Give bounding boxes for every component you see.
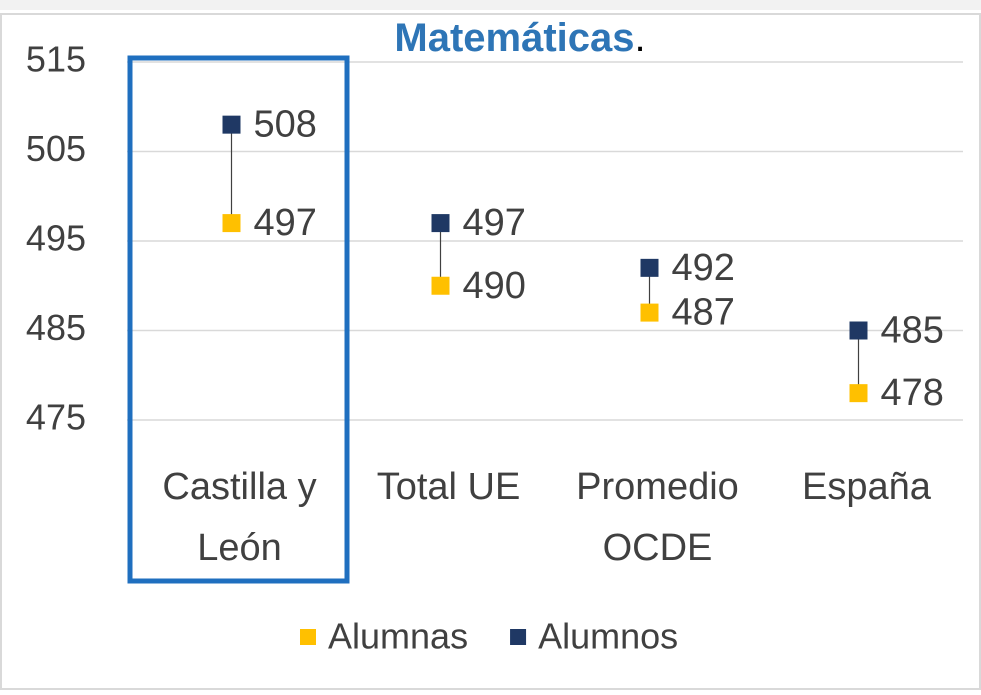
top-shadow (0, 0, 981, 10)
x-tick-label: España (802, 466, 932, 508)
dot (222, 115, 241, 134)
data-label: 492 (672, 247, 735, 289)
x-tick-label: León (197, 527, 282, 569)
data-label: 497 (463, 202, 526, 244)
x-tick-label: Castilla y (162, 466, 316, 508)
data-label: 490 (463, 265, 526, 307)
highlight-box (127, 55, 350, 584)
legend-label: Alumnas (328, 616, 468, 657)
data-label: 497 (254, 202, 317, 244)
y-tick-label: 485 (26, 307, 86, 348)
data-label: 478 (881, 372, 944, 414)
dot (431, 276, 450, 295)
dot (849, 384, 868, 403)
chart-frame (0, 13, 981, 690)
legend: Alumnas Alumnos (300, 616, 678, 657)
x-tick-label: Total UE (377, 466, 521, 508)
data-label: 508 (254, 104, 317, 146)
legend-swatch (300, 629, 316, 645)
title-period: . (635, 16, 646, 60)
y-tick-label: 475 (26, 397, 86, 438)
legend-swatch (510, 629, 527, 645)
dot (640, 258, 659, 277)
dot (222, 214, 241, 233)
dot (431, 214, 450, 233)
dot (849, 321, 868, 340)
y-tick-label: 515 (26, 39, 86, 80)
data-label: 487 (672, 292, 735, 334)
y-tick-label: 505 (26, 128, 86, 169)
title-main: Matemáticas (394, 16, 634, 60)
dot (640, 303, 659, 322)
legend-label: Alumnos (538, 616, 678, 657)
x-tick-label: Promedio (576, 466, 739, 508)
data-label: 485 (881, 310, 944, 352)
y-tick-label: 495 (26, 218, 86, 259)
x-tick-label: OCDE (603, 527, 713, 569)
chart-title: Matemáticas. (394, 16, 645, 60)
